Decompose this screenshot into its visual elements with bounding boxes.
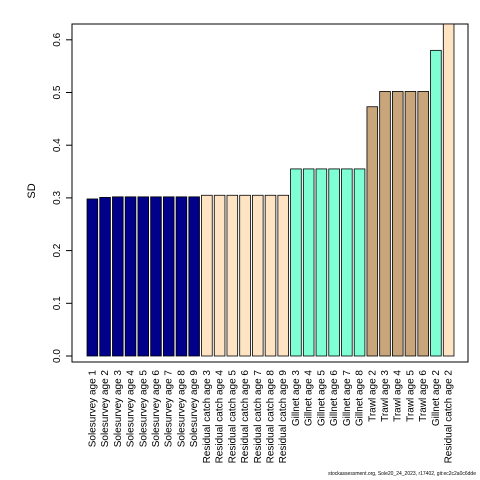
bar-23 (366, 106, 379, 357)
x-tick-label-26: Trawl age 5 (405, 370, 416, 422)
bar-2 (99, 196, 111, 357)
x-tick-label-22: Gillnet age 8 (355, 370, 366, 427)
y-tick-label-4: 0.3 (52, 191, 63, 205)
y-tick-label-3: 0.2 (52, 243, 63, 257)
footer-credit: stockassessment.org, Sole20_24_2023, r17… (328, 471, 476, 477)
bar-29 (442, 23, 455, 357)
bar-10 (201, 194, 213, 357)
bar-25 (391, 91, 404, 357)
y-tick-label-7: 0.6 (52, 32, 63, 46)
bar-13 (239, 194, 251, 357)
x-tick-labels: Solesurvey age 1 Solesurvey age 2 Solesurv… (87, 370, 454, 464)
bar-9 (188, 196, 200, 357)
x-tick-label-20: Gillnet age 6 (329, 370, 340, 427)
x-tick-label-18: Gillnet age 4 (304, 370, 315, 427)
bar-19 (315, 168, 328, 357)
x-tick-label-19: Gillnet age 5 (316, 370, 327, 427)
x-tick-label-9: Solesurvey age 9 (189, 370, 200, 448)
x-tick-label-21: Gillnet age 7 (342, 370, 353, 427)
x-tick-label-24: Trawl age 3 (380, 370, 391, 422)
x-tick-label-15: Residual catch age 8 (266, 370, 277, 464)
bar-27 (417, 91, 429, 357)
x-tick-label-7: Solesurvey age 7 (164, 370, 175, 448)
bar-1 (86, 198, 99, 357)
bar-22 (353, 168, 366, 357)
x-tick-label-3: Solesurvey age 3 (113, 370, 124, 448)
x-tick-label-12: Residual catch age 5 (227, 370, 238, 464)
bar-21 (341, 168, 353, 357)
bar-14 (252, 194, 264, 357)
x-tick-label-13: Residual catch age 6 (240, 370, 251, 464)
bar-24 (379, 91, 391, 357)
bar-6 (150, 196, 162, 357)
x-tick-label-8: Solesurvey age 8 (176, 370, 187, 448)
x-tick-label-28: Gillnet age 2 (431, 370, 442, 427)
bar-3 (112, 196, 124, 357)
x-tick-label-5: Solesurvey age 5 (138, 370, 149, 448)
y-tick-label-2: 0.1 (52, 296, 63, 310)
bar-11 (213, 194, 226, 357)
x-tick-label-11: Residual catch age 4 (215, 370, 226, 464)
bar-7 (162, 196, 175, 357)
x-tick-label-29: Residual catch age 2 (444, 370, 455, 464)
bar-12 (226, 194, 239, 357)
bar-4 (124, 196, 137, 357)
bar-16 (277, 194, 289, 357)
bar-28 (430, 49, 442, 357)
y-axis-label: SD (26, 183, 38, 198)
y-axis: 0.0 0.1 0.2 0.3 0.4 0.5 0.6 (52, 32, 73, 363)
bar-5 (137, 196, 150, 357)
bar-18 (302, 168, 315, 357)
y-tick-label-5: 0.4 (52, 138, 63, 152)
bar-26 (404, 91, 417, 357)
x-tick-label-2: Solesurvey age 2 (100, 370, 111, 448)
bar-15 (264, 194, 277, 357)
bar-20 (328, 168, 340, 357)
x-tick-label-6: Solesurvey age 6 (151, 370, 162, 448)
x-tick-label-23: Trawl age 2 (367, 370, 378, 422)
bar-17 (290, 168, 302, 357)
x-tick-label-14: Residual catch age 7 (253, 370, 264, 464)
x-tick-label-16: Residual catch age 9 (278, 370, 289, 464)
y-tick-label-6: 0.5 (52, 85, 63, 99)
x-tick-label-25: Trawl age 4 (393, 370, 404, 422)
bar-8 (175, 196, 188, 357)
x-tick-label-17: Gillnet age 3 (291, 370, 302, 427)
y-tick-label-1: 0.0 (52, 349, 63, 363)
x-tick-label-10: Residual catch age 3 (202, 370, 213, 464)
x-tick-label-4: Solesurvey age 4 (126, 370, 137, 448)
x-tick-label-27: Trawl age 6 (418, 370, 429, 422)
bars-group (86, 23, 455, 357)
x-tick-label-1: Solesurvey age 1 (87, 370, 98, 448)
